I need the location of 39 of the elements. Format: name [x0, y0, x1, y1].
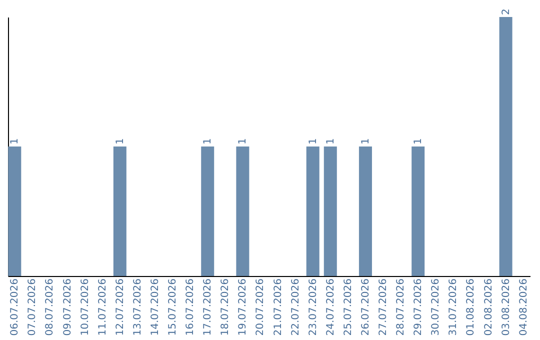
data-label: 1 — [238, 138, 249, 144]
x-tick-label: 24.07.2026 — [325, 278, 336, 336]
x-tick-label: 14.07.2026 — [150, 278, 161, 336]
x-tick-label: 26.07.2026 — [360, 278, 372, 336]
x-tick-label: 04.08.2026 — [518, 278, 530, 336]
x-tick-label: 10.07.2026 — [80, 278, 91, 336]
x-tick-label: 11.07.2026 — [97, 278, 108, 336]
x-tick-label: 19.07.2026 — [238, 278, 249, 336]
x-tick-label: 31.07.2026 — [448, 278, 460, 336]
x-tick-label: 27.07.2026 — [378, 278, 390, 336]
x-tick-label: 22.07.2026 — [290, 278, 302, 336]
x-tick-label: 06.07.2026 — [10, 278, 21, 336]
x-tick-label: 28.07.2026 — [396, 278, 407, 336]
data-label: 1 — [114, 138, 126, 144]
x-tick-label: 02.08.2026 — [483, 278, 494, 336]
x-tick-label: 23.07.2026 — [308, 278, 319, 336]
data-label: 1 — [10, 138, 21, 144]
x-tick-label: 09.07.2026 — [62, 278, 74, 336]
x-tick-label: 08.07.2026 — [44, 278, 56, 336]
data-label: 1 — [360, 138, 372, 144]
data-label: 2 — [500, 8, 512, 15]
x-tick-label: 20.07.2026 — [255, 278, 266, 336]
x-tick-label: 01.08.2026 — [466, 278, 477, 336]
data-label: 1 — [308, 138, 319, 144]
x-tick-label: 29.07.2026 — [413, 278, 424, 336]
data-label: 1 — [325, 138, 336, 144]
x-tick-label: 12.07.2026 — [114, 278, 126, 336]
x-tick-label: 25.07.2026 — [342, 278, 354, 336]
x-tick-label: 15.07.2026 — [168, 278, 179, 336]
x-tick-label: 07.07.2026 — [27, 278, 38, 336]
x-tick-label: 17.07.2026 — [202, 278, 214, 336]
x-tick-label: 18.07.2026 — [220, 278, 232, 336]
data-label: 1 — [413, 138, 424, 144]
x-tick-label: 21.07.2026 — [272, 278, 284, 336]
x-tick-label: 13.07.2026 — [132, 278, 144, 336]
data-label: 1 — [202, 138, 214, 144]
x-tick-label: 03.08.2026 — [500, 278, 512, 336]
x-tick-label: 30.07.2026 — [430, 278, 442, 336]
x-tick-label: 16.07.2026 — [185, 278, 196, 336]
